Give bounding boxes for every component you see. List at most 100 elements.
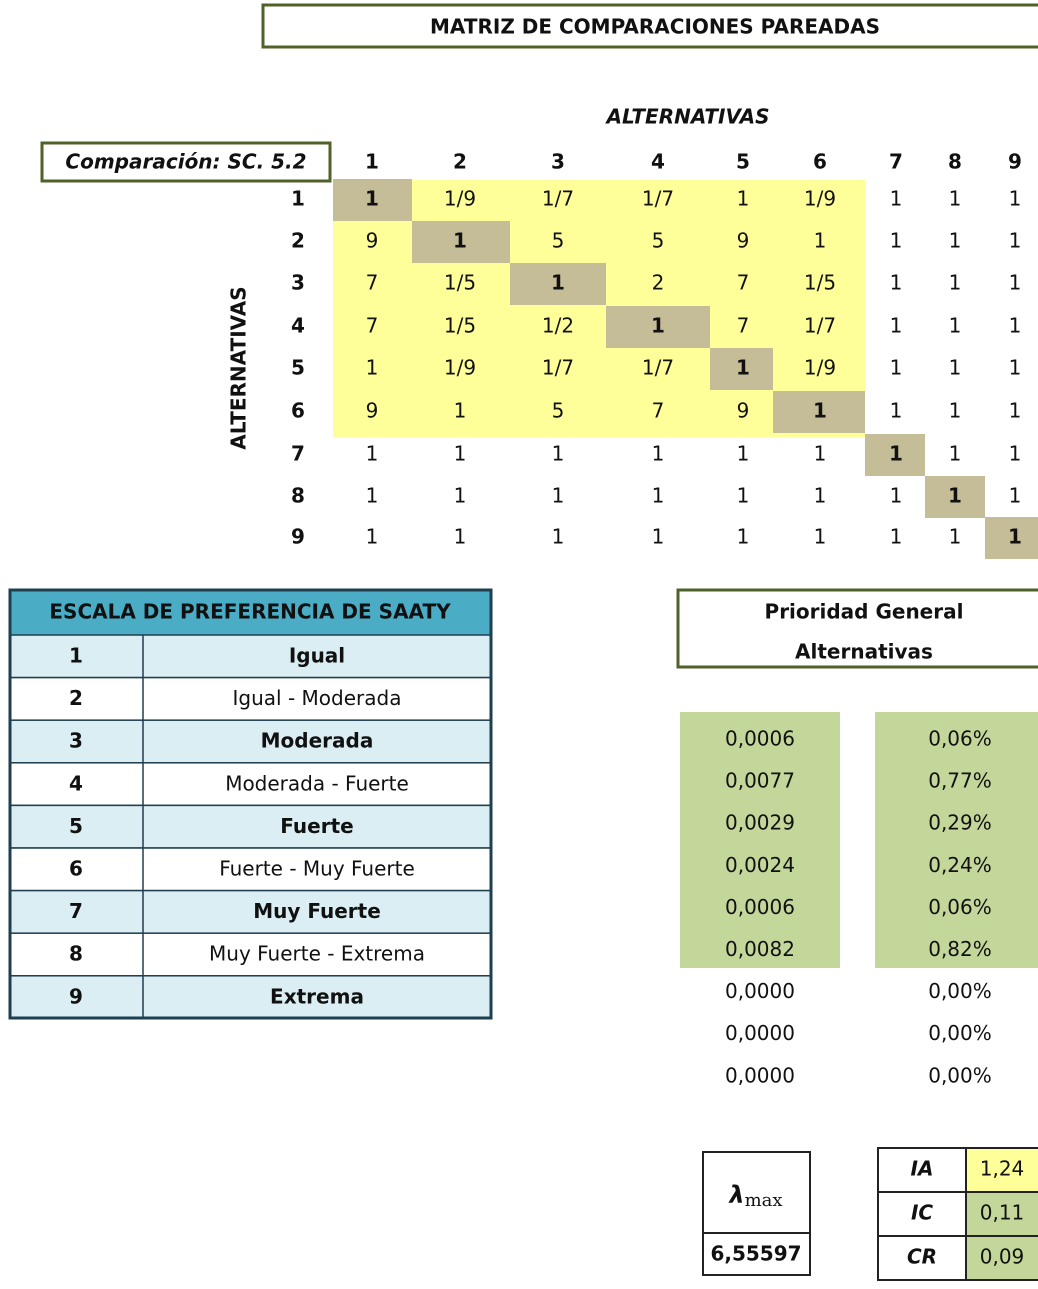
priority-value: 0,0006	[725, 895, 795, 919]
row-label: 2	[291, 229, 305, 253]
saaty-number: 9	[69, 984, 83, 1008]
diagonal-cell	[925, 476, 985, 518]
saaty-label: Igual	[289, 644, 345, 668]
matrix-cell: 1	[652, 484, 665, 508]
diagonal-cell	[773, 391, 865, 433]
matrix-cell: 1	[454, 399, 467, 423]
priority-title: Alternativas	[795, 640, 933, 664]
index-value-cell	[965, 1147, 1038, 1193]
column-label: 3	[551, 150, 565, 174]
saaty-number: 7	[69, 899, 83, 923]
matrix-cell: 1	[949, 399, 962, 423]
priority-percent: 0,82%	[928, 937, 992, 961]
priority-value: 0,0006	[725, 727, 795, 751]
diagonal-cell	[710, 348, 773, 390]
corner-box	[40, 141, 332, 183]
matrix-cell: 1	[454, 525, 467, 549]
matrix-cell: 1	[552, 484, 565, 508]
matrix-cell: 1	[1009, 271, 1022, 295]
priority-value: 0,0000	[725, 1021, 795, 1045]
column-label: 9	[1008, 150, 1022, 174]
diagonal-cell	[412, 221, 510, 263]
matrix-cell: 1	[814, 229, 827, 253]
matrix-cell: 1	[1009, 484, 1022, 508]
matrix-cell: 1	[890, 399, 903, 423]
matrix-cell: 1	[1009, 356, 1022, 380]
priority-percent: 0,00%	[928, 979, 992, 1003]
column-label: 1	[365, 150, 379, 174]
title-box	[261, 3, 1038, 49]
priority-percent: 0,00%	[928, 1063, 992, 1087]
matrix-cell: 7	[366, 271, 379, 295]
saaty-row	[9, 804, 492, 849]
matrix-cell: 2	[652, 271, 665, 295]
matrix-cell: 1	[737, 484, 750, 508]
matrix-cell: 1	[551, 271, 565, 295]
matrix-cell: 1	[453, 229, 467, 253]
priority-green	[875, 712, 1038, 968]
column-label: 2	[453, 150, 467, 174]
row-label: 4	[291, 314, 305, 338]
matrix-cell: 1	[949, 442, 962, 466]
priority-percent: 0,00%	[928, 1021, 992, 1045]
index-label: IC	[911, 1201, 933, 1225]
column-label: 5	[736, 150, 750, 174]
matrix-cell: 1	[949, 525, 962, 549]
matrix-cell: 7	[737, 314, 750, 338]
matrix-cell: 1	[737, 442, 750, 466]
saaty-label: Moderada - Fuerte	[225, 771, 409, 795]
lambda-value: 6,55597	[710, 1242, 801, 1266]
saaty-label: Muy Fuerte - Extrema	[209, 942, 425, 966]
matrix-cell: 7	[737, 271, 750, 295]
matrix-cell: 1	[949, 314, 962, 338]
diagonal-cell	[606, 306, 710, 348]
index-value: 1,24	[980, 1157, 1025, 1181]
index-value: 0,11	[980, 1201, 1025, 1225]
matrix-cell: 1/7	[542, 187, 574, 211]
matrix-cell: 1	[890, 187, 903, 211]
saaty-row	[9, 847, 492, 892]
matrix-cell: 1	[949, 229, 962, 253]
priority-percent: 0,77%	[928, 769, 992, 793]
saaty-number: 1	[69, 644, 83, 668]
row-header: ALTERNATIVAS	[227, 286, 251, 449]
index-label-cell	[877, 1147, 967, 1193]
saaty-number: 6	[69, 857, 83, 881]
matrix-cell: 9	[366, 229, 379, 253]
priority-box	[676, 588, 1038, 669]
matrix-cell: 1/5	[444, 271, 476, 295]
saaty-label: Muy Fuerte	[253, 899, 381, 923]
saaty-number: 8	[69, 942, 83, 966]
saaty-header: ESCALA DE PREFERENCIA DE SAATY	[49, 600, 451, 624]
matrix-cell: 1	[890, 484, 903, 508]
priority-value: 0,0082	[725, 937, 795, 961]
priority-percent: 0,06%	[928, 895, 992, 919]
matrix-cell: 1	[890, 314, 903, 338]
matrix-cell: 9	[366, 399, 379, 423]
matrix-cell: 1	[949, 356, 962, 380]
column-label: 6	[813, 150, 827, 174]
lambda-box	[702, 1151, 811, 1276]
saaty-label: Extrema	[270, 984, 364, 1008]
saaty-header-bg	[10, 590, 491, 635]
matrix-cell: 1	[890, 229, 903, 253]
lambda-symbol: λ	[727, 1181, 744, 1209]
matrix-cell: 1/5	[444, 314, 476, 338]
matrix-cell: 1	[814, 525, 827, 549]
matrix-cell: 1	[552, 525, 565, 549]
row-label: 9	[291, 525, 305, 549]
saaty-number: 3	[69, 729, 83, 753]
index-value: 0,09	[980, 1245, 1025, 1269]
matrix-cell: 1	[1009, 399, 1022, 423]
matrix-cell: 1	[1009, 442, 1022, 466]
matrix-cell: 1	[1009, 187, 1022, 211]
index-value-cell	[965, 1235, 1038, 1281]
priority-percent: 0,24%	[928, 853, 992, 877]
priority-value: 0,0077	[725, 769, 795, 793]
saaty-label: Fuerte	[280, 814, 353, 838]
matrix-cell: 9	[737, 399, 750, 423]
saaty-number: 5	[69, 814, 83, 838]
lambda-sub: max	[745, 1190, 783, 1211]
priority-green	[680, 712, 840, 968]
